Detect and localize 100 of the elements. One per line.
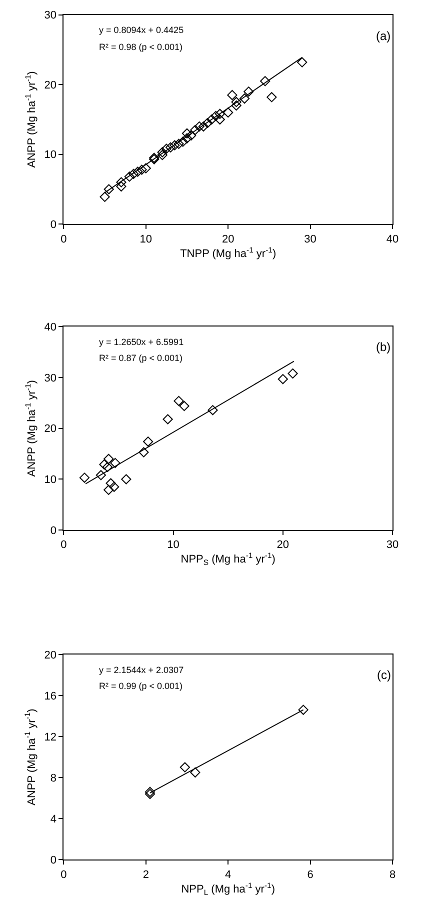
y-tick-label: 20 <box>44 649 56 662</box>
x-tick-label: 8 <box>389 868 396 881</box>
y-tick-label: 10 <box>44 149 56 162</box>
point <box>288 368 298 379</box>
annotation: (c) <box>377 668 391 682</box>
point <box>157 150 168 160</box>
point <box>100 192 110 202</box>
y-tick-label: 40 <box>44 322 56 334</box>
point <box>110 458 120 468</box>
y-tick-label: 4 <box>50 813 56 826</box>
point <box>182 128 192 138</box>
point <box>244 86 254 97</box>
point <box>124 172 134 182</box>
point <box>231 100 242 111</box>
point <box>266 92 277 102</box>
point <box>227 90 238 100</box>
x-axis-title: NPP$_{S}$ (Mg ha$^{-1}$ yr$^{-1}$) <box>180 550 276 567</box>
point <box>297 57 308 68</box>
y-tick-label: 16 <box>44 690 56 702</box>
y-tick-label: 0 <box>50 854 56 867</box>
y-tick-label: 12 <box>44 731 56 744</box>
point <box>104 484 114 495</box>
x-tick-label: 30 <box>386 539 399 552</box>
y-tick-label: 10 <box>44 474 56 486</box>
x-tick-label: 4 <box>225 868 232 881</box>
point <box>79 472 90 483</box>
point <box>298 704 308 715</box>
point <box>179 400 190 412</box>
y-tick-label: 20 <box>44 423 56 436</box>
point <box>194 121 204 132</box>
point <box>138 447 149 458</box>
point <box>190 124 200 135</box>
point <box>174 396 184 406</box>
y-tick-label: 8 <box>50 772 56 784</box>
point <box>198 121 208 132</box>
point <box>223 107 234 118</box>
point <box>116 181 126 192</box>
point <box>140 163 151 174</box>
y-tick-label: 30 <box>44 372 56 384</box>
x-tick-label: 0 <box>60 233 67 246</box>
point <box>157 147 168 158</box>
point <box>202 118 213 128</box>
annotation: y = 2.1544x + 2.0307 <box>99 665 184 675</box>
x-tick-label: 10 <box>167 539 180 552</box>
x-tick-label: 0 <box>60 868 67 881</box>
x-tick-label: 20 <box>276 539 290 552</box>
point <box>231 97 242 108</box>
point <box>104 454 114 464</box>
point <box>170 140 180 150</box>
point <box>214 114 225 125</box>
point <box>162 414 173 424</box>
annotation: y = 1.2650x + 6.5991 <box>99 337 184 347</box>
point <box>144 786 156 797</box>
point <box>161 144 172 154</box>
annotation: (b) <box>376 340 391 354</box>
point <box>96 470 106 480</box>
point <box>116 177 126 188</box>
point <box>214 108 225 119</box>
point <box>132 166 143 177</box>
point <box>144 788 156 800</box>
point <box>102 462 113 472</box>
point <box>109 482 120 492</box>
x-tick-label: 0 <box>60 539 67 552</box>
y-tick-label: 0 <box>50 218 56 231</box>
point <box>106 478 116 488</box>
point <box>208 405 218 416</box>
x-axis-title: NPP$_{L}$ (Mg ha$^{-1}$ yr$^{-1}$) <box>181 880 275 897</box>
point <box>239 94 250 104</box>
point <box>99 459 110 470</box>
y-tick-label: 20 <box>44 79 56 92</box>
x-axis-title: TNPP (Mg ha$^{-1}$ yr$^{-1}$) <box>180 245 276 260</box>
annotation: R² = 0.99 (p < 0.001) <box>99 681 183 691</box>
annotation: R² = 0.98 (p < 0.001) <box>99 42 183 52</box>
point <box>206 114 217 125</box>
point <box>143 436 154 447</box>
point <box>128 168 139 179</box>
point <box>136 164 147 175</box>
point <box>190 767 200 778</box>
point <box>182 133 192 144</box>
y-tick-label: 30 <box>44 10 56 22</box>
point <box>180 762 190 772</box>
x-tick-label: 30 <box>304 233 316 246</box>
point <box>260 76 270 86</box>
x-tick-label: 40 <box>386 233 399 246</box>
point <box>186 130 196 141</box>
x-tick-label: 6 <box>307 868 314 881</box>
point <box>104 184 114 194</box>
point <box>121 474 132 484</box>
point <box>174 138 184 149</box>
point <box>178 136 188 147</box>
x-tick-label: 2 <box>142 868 149 881</box>
annotation: y = 0.8094x + 0.4425 <box>99 25 184 35</box>
point <box>166 142 176 152</box>
annotation: (a) <box>376 29 391 43</box>
x-tick-label: 10 <box>140 233 152 246</box>
point <box>210 110 221 122</box>
annotation: R² = 0.87 (p < 0.001) <box>99 353 183 363</box>
point <box>278 374 288 384</box>
x-tick-label: 20 <box>222 233 234 246</box>
y-tick-label: 0 <box>50 524 56 537</box>
